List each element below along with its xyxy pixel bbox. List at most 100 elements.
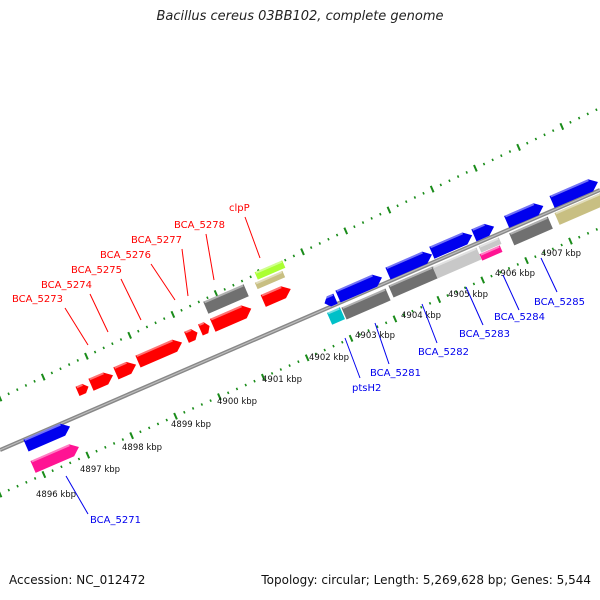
lower-scale-tick: [323, 348, 326, 352]
upper-scale-tick: [516, 143, 521, 151]
feature-bca-5283-blue-shape: [429, 232, 473, 259]
feature-bca-5283: [432, 247, 482, 279]
upper-scale-tick: [318, 242, 322, 245]
upper-scale-tick: [50, 371, 54, 375]
upper-scale-tick: [386, 206, 392, 214]
lower-scale-tick: [542, 251, 546, 255]
lower-scale-tick: [376, 325, 379, 329]
label-connector: [64, 307, 89, 346]
lower-scale-tick: [436, 295, 442, 304]
feature-bca-5283-blue: [429, 232, 473, 259]
feature-right-khaki-highlight: [555, 193, 600, 215]
gene-label: BCA_5282: [418, 347, 469, 358]
feature-bca-5275-shape: [113, 361, 137, 380]
scale-label: 4903 kbp: [355, 331, 395, 341]
scale-label: 4899 kbp: [171, 420, 211, 430]
feature-bca-5281-blue: [335, 274, 383, 303]
upper-scale-tick: [33, 379, 36, 383]
upper-scale-tick: [40, 373, 46, 381]
lower-scale-tick: [25, 480, 28, 484]
lower-scale-tick: [472, 282, 476, 286]
lower-scale-tick: [304, 354, 310, 362]
feature-bca-5284-blue: [471, 223, 495, 242]
upper-scale-tick: [405, 200, 408, 204]
upper-scale-tick: [213, 289, 219, 298]
lower-scale-tick: [288, 364, 291, 368]
feature-lime-shape: [254, 260, 286, 280]
feature-bca-5276: [135, 339, 183, 368]
feature-bca-5282-shape: [388, 266, 438, 298]
lower-scale-tick: [68, 461, 72, 465]
feature-ptsh2-arrow: [323, 293, 338, 307]
feature-clpp-shape: [260, 286, 291, 307]
genome-backbone-highlight: [0, 189, 600, 451]
feature-right-blue-shape: [549, 179, 598, 208]
lower-scale-tick: [446, 294, 449, 297]
feature-bca-5284-highlight: [480, 245, 500, 256]
label-connector: [181, 248, 189, 297]
label-connector: [150, 263, 176, 301]
upper-scale-tick: [413, 196, 417, 199]
upper-scale-tick: [508, 150, 512, 153]
gene-label: BCA_5276: [100, 250, 151, 261]
feature-gray-upper-highlight: [204, 284, 244, 304]
upper-scale-tick: [137, 329, 140, 333]
lower-scale-tick: [253, 379, 256, 383]
gene-label: BCA_5275: [71, 265, 122, 276]
feature-bca-5284-gray-highlight: [479, 237, 499, 248]
feature-bca-5283-shape: [432, 247, 482, 279]
feature-bca-5281-blue-highlight: [336, 274, 373, 293]
lower-scale-tick: [507, 266, 511, 270]
lower-scale-tick: [499, 270, 502, 274]
lower-scale-tick: [51, 469, 54, 473]
feature-bca-5274-shape: [88, 372, 114, 391]
feature-gray-upper-shape: [203, 284, 249, 314]
lower-scale-tick: [191, 406, 195, 410]
upper-scale-tick: [586, 112, 589, 116]
scale-label: 4905 kbp: [448, 290, 488, 300]
scale-label: 4900 kbp: [217, 397, 257, 407]
label-connector: [205, 233, 215, 281]
feature-clpp: [260, 286, 291, 307]
label-connector: [344, 337, 361, 379]
feature-bca-5285-blue: [504, 203, 544, 228]
feature-ptsh2: [326, 307, 346, 325]
feature-bca-5278: [209, 305, 252, 332]
feature-bca-5271: [30, 444, 79, 473]
upper-scale-tick: [170, 310, 176, 319]
feature-bca-5274: [88, 372, 114, 391]
upper-scale-tick: [465, 170, 468, 174]
lower-scale-tick: [41, 470, 47, 479]
lower-scale-tick: [524, 256, 529, 265]
gene-label: BCA_5274: [41, 280, 92, 291]
lower-scale-tick: [455, 290, 458, 294]
lower-scale-tick: [217, 393, 222, 401]
feature-bca-5277b-shape: [198, 322, 210, 336]
feature-bca-5278-shape: [209, 305, 252, 332]
feature-lime: [254, 260, 286, 280]
lower-scale-tick: [480, 276, 486, 284]
lower-scale-tick: [183, 410, 186, 414]
lower-scale-tick: [0, 491, 3, 498]
lower-scale-tick: [297, 360, 300, 364]
gene-label: BCA_5285: [534, 297, 585, 308]
scale-label: 4907 kbp: [541, 249, 581, 259]
scale-label: 4896 kbp: [36, 490, 76, 500]
upper-scale-tick: [448, 179, 451, 183]
topology-summary: Topology: circular; Length: 5,269,628 bp…: [261, 573, 591, 587]
feature-bca-5282: [388, 266, 438, 298]
feature-bca-5277-shape: [184, 329, 198, 343]
feature-bca-5284-shape: [479, 245, 503, 261]
upper-scale-tick: [361, 221, 365, 224]
label-connector: [465, 286, 484, 326]
upper-scale-tick: [249, 275, 252, 279]
accession-text: Accession: NC_012472: [9, 573, 146, 587]
upper-scale-tick: [343, 227, 349, 235]
upper-scale-tick: [491, 158, 494, 162]
lower-scale-tick: [226, 391, 230, 395]
scale-label: 4902 kbp: [309, 353, 349, 363]
lower-scale-tick: [341, 340, 344, 344]
upper-scale-tick: [526, 141, 529, 145]
upper-scale-tick: [76, 358, 80, 362]
